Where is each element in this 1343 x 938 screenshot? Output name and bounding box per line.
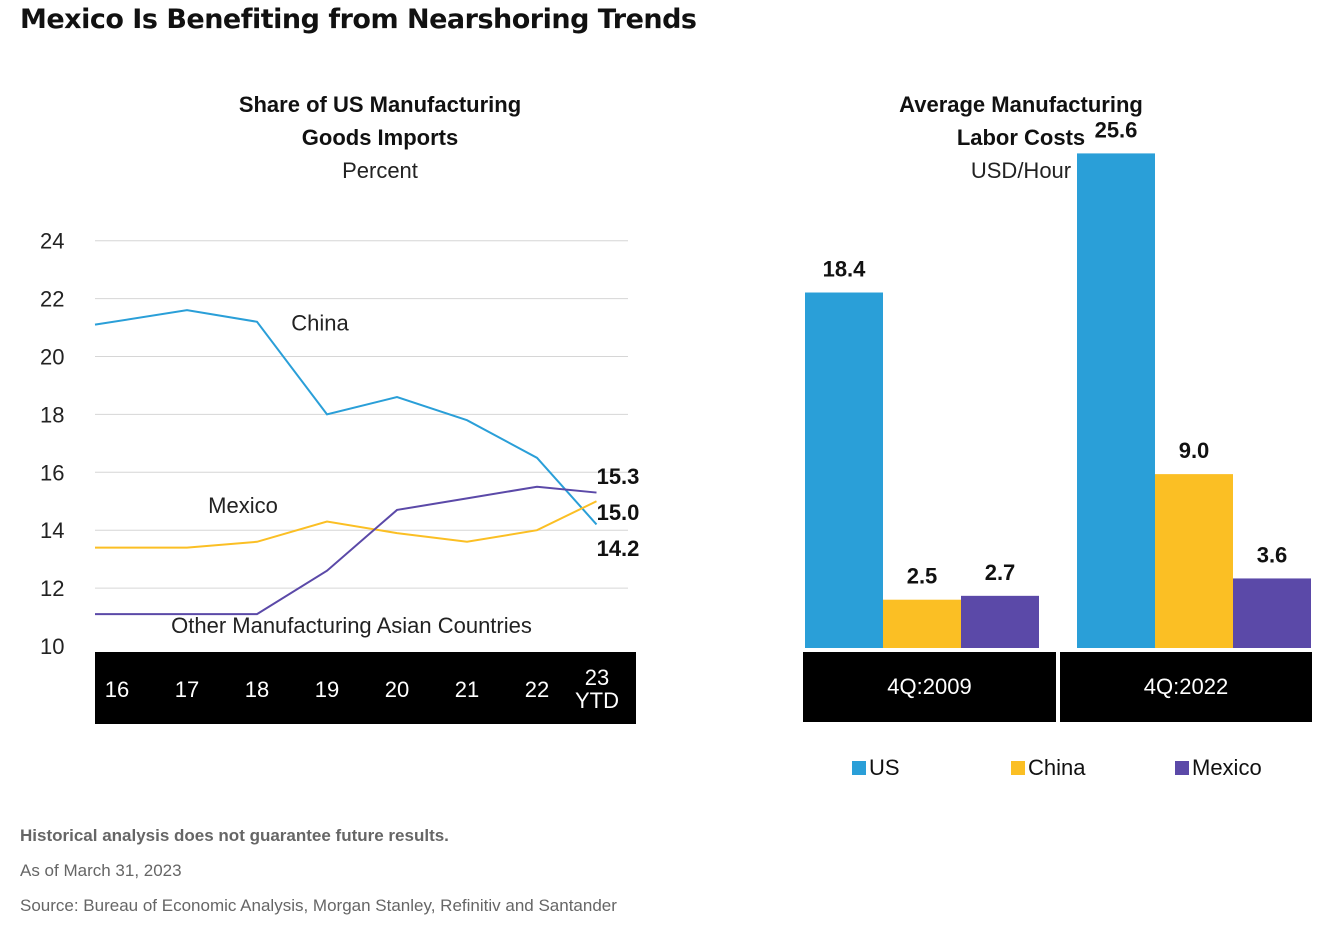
legend-label-mexico: Mexico — [1192, 755, 1262, 780]
x-axis-band — [803, 652, 1056, 722]
x-tick-label: YTD — [575, 688, 619, 713]
x-axis-band — [1060, 652, 1312, 722]
bar-value-label: 2.5 — [907, 564, 938, 589]
legend-item-us: US — [852, 755, 900, 781]
x-tick-label: 16 — [105, 677, 129, 702]
x-tick-label: 21 — [455, 677, 479, 702]
bar-chart-title-line2: Labor Costs — [956, 125, 1086, 150]
y-tick-label: 16 — [40, 460, 64, 485]
end-value-label-china: 14.2 — [597, 536, 640, 561]
x-tick-label: 19 — [315, 677, 339, 702]
bar-us — [1077, 153, 1155, 648]
series-line-china — [94, 309, 598, 526]
legend-swatch-mexico — [1175, 761, 1189, 775]
series-label-china: China — [291, 310, 349, 335]
bar-china — [1155, 474, 1233, 648]
bar-us — [805, 292, 883, 648]
legend-item-china: China — [1011, 755, 1085, 781]
bar-mexico — [961, 595, 1039, 648]
bar-chart-title-line1: Average Manufacturing — [899, 92, 1143, 117]
y-tick-label: 20 — [40, 345, 64, 370]
line-chart-title: Share of US Manufacturing Goods Imports — [180, 88, 580, 154]
line-chart-title-line1: Share of US Manufacturing — [238, 92, 522, 117]
bar-value-label: 18.4 — [823, 257, 867, 282]
as-of-note: As of March 31, 2023 — [20, 861, 182, 880]
y-tick-label: 12 — [40, 576, 64, 601]
x-tick-label: 23 — [585, 665, 609, 690]
y-tick-label: 22 — [40, 287, 64, 312]
bar-chart-unit: USD/Hour — [970, 158, 1072, 183]
y-tick-label: 24 — [40, 229, 64, 254]
bar-mexico — [1233, 578, 1311, 648]
series-label-other_asia: Other Manufacturing Asian Countries — [171, 613, 532, 638]
x-tick-label: 22 — [525, 677, 549, 702]
y-tick-label: 18 — [40, 402, 64, 427]
page-title: Mexico Is Benefiting from Nearshoring Tr… — [20, 4, 697, 35]
x-tick-label: 20 — [385, 677, 409, 702]
end-value-label-other_asia: 15.3 — [597, 464, 640, 489]
legend-swatch-china — [1011, 761, 1025, 775]
bar-value-label: 9.0 — [1179, 438, 1210, 463]
bar-chart-title: Average Manufacturing Labor Costs — [821, 88, 1221, 154]
bar-value-label: 2.7 — [985, 560, 1016, 585]
legend-swatch-us — [852, 761, 866, 775]
legend-label-china: China — [1028, 755, 1086, 780]
legend-label-us: US — [869, 755, 900, 780]
x-tick-label: 18 — [245, 677, 269, 702]
disclaimer-note: Historical analysis does not guarantee f… — [20, 826, 449, 845]
legend-item-mexico: Mexico — [1175, 755, 1262, 781]
series-line-other_asia — [95, 485, 597, 616]
y-tick-label: 14 — [40, 518, 64, 543]
x-category-label: 4Q:2009 — [887, 674, 971, 699]
x-tick-label: 17 — [175, 677, 199, 702]
series-label-mexico: Mexico — [208, 493, 278, 518]
source-note: Source: Bureau of Economic Analysis, Mor… — [20, 896, 617, 915]
bar-value-label: 25.6 — [1095, 117, 1138, 142]
line-chart-unit: Percent — [342, 158, 418, 183]
y-tick-label: 10 — [40, 634, 64, 659]
bar-value-label: 3.6 — [1257, 542, 1288, 567]
line-chart-title-line2: Goods Imports — [301, 125, 459, 150]
series-line-mexico — [95, 500, 597, 549]
x-axis-band — [95, 652, 636, 724]
x-category-label: 4Q:2022 — [1144, 674, 1228, 699]
end-value-label-mexico: 15.0 — [597, 500, 640, 525]
bar-china — [883, 599, 961, 648]
